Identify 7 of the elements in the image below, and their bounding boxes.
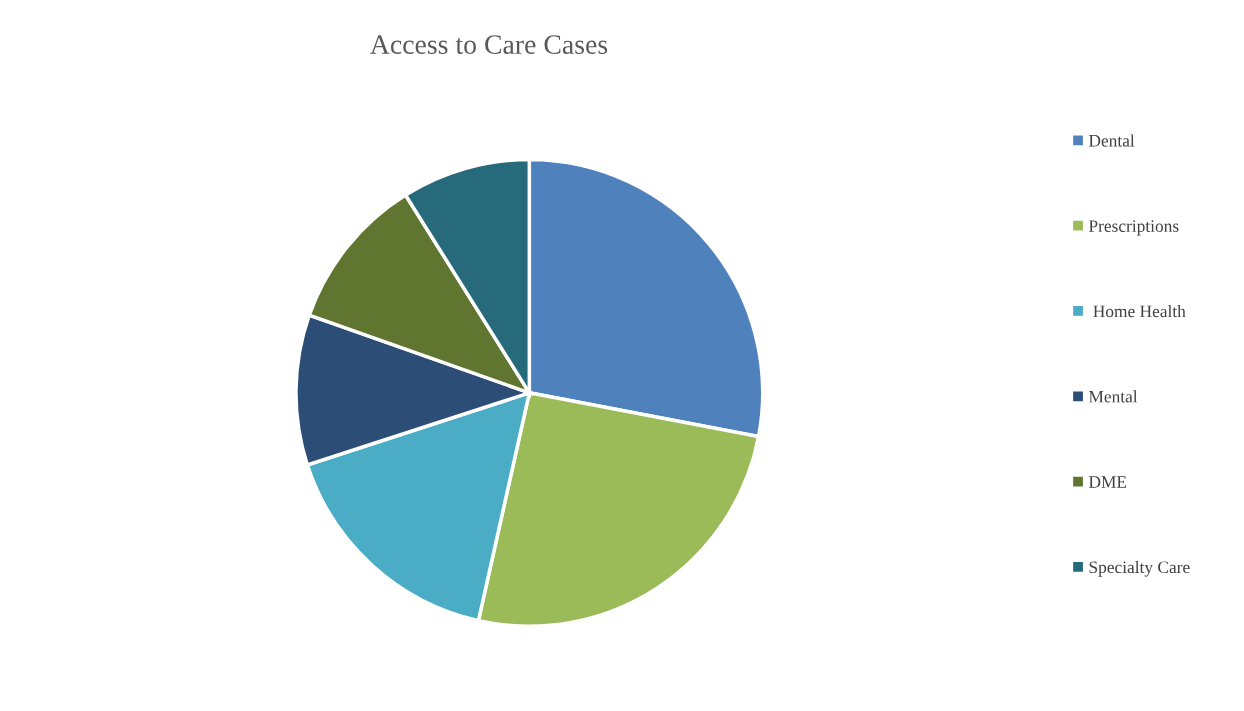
legend-label: Dental (1088, 134, 1135, 147)
legend-label: Home Health (1093, 305, 1186, 318)
chart-title: Access to Care Cases (370, 35, 608, 54)
legend-label: Prescriptions (1088, 220, 1179, 236)
legend-label: DME (1088, 476, 1127, 488)
legend-label: Specialty Care (1089, 560, 1190, 577)
legend-label: Mental (1088, 390, 1138, 403)
